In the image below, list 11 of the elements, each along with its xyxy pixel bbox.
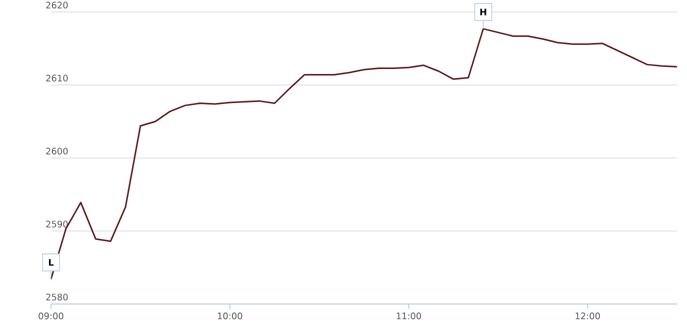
annotation: L <box>48 259 54 266</box>
x-tick-label: 10:00 <box>218 312 242 320</box>
y-tick-label: 2590 <box>46 220 68 228</box>
x-tick-label: 11:00 <box>396 312 422 320</box>
y-tick-label: 2620 <box>46 2 68 8</box>
y-tick-label: 2580 <box>46 294 68 300</box>
x-tick-label: 09:00 <box>38 312 64 320</box>
y-tick-label: 2600 <box>46 148 68 154</box>
y-tick-label: 2610 <box>46 74 68 82</box>
annotation: H <box>480 8 486 16</box>
x-tick-label: 12:00 <box>576 312 600 320</box>
